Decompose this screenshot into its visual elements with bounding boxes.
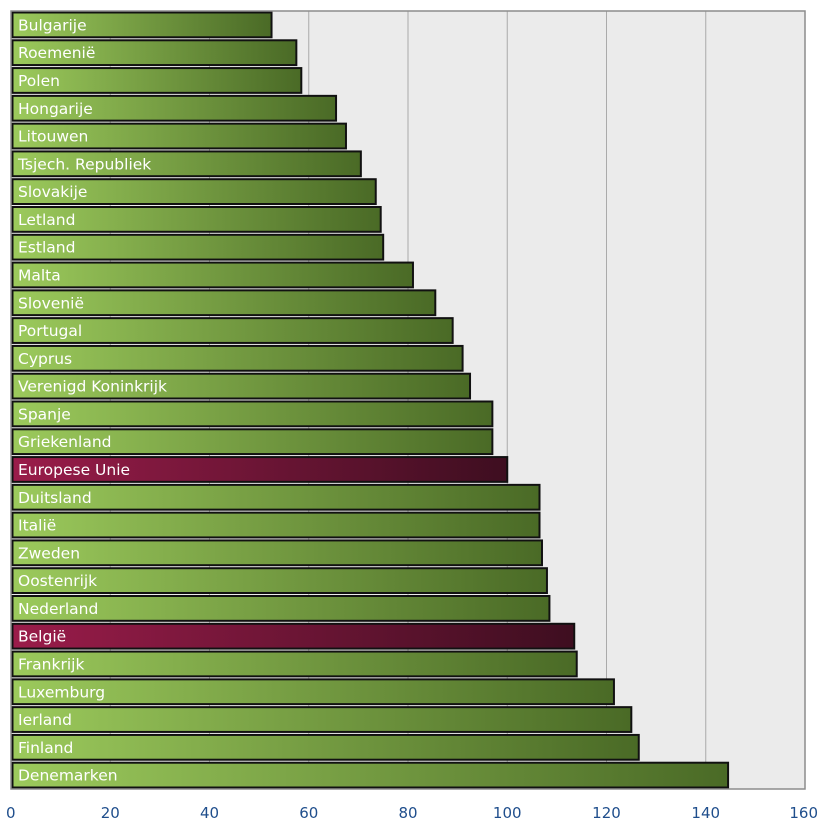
bar-slovenie <box>11 289 437 317</box>
x-tick-label-60: 60 <box>299 804 318 822</box>
bar-label-bulgarije: Bulgarije <box>18 16 87 34</box>
bar-label-hongarije: Hongarije <box>18 100 93 118</box>
bar-label-malta: Malta <box>18 266 61 284</box>
bar-label-oostenrijk: Oostenrijk <box>18 572 97 590</box>
bar-roemenie <box>11 39 298 67</box>
bar-litouwen <box>11 122 347 150</box>
x-tick-label-100: 100 <box>493 804 522 822</box>
bar-frankrijk <box>11 650 578 678</box>
x-tick-label-140: 140 <box>691 804 720 822</box>
bar-label-letland: Letland <box>18 211 75 229</box>
bar-bulgarije <box>11 11 273 39</box>
bar-label-griekenland: Griekenland <box>18 433 111 451</box>
bar-estland <box>11 233 385 261</box>
bar-tsjech-republiek <box>11 150 362 178</box>
bar-portugal <box>11 317 454 344</box>
x-tick-label-80: 80 <box>398 804 417 822</box>
bar-verenigd-koninkrijk <box>11 372 472 400</box>
bar-label-tsjech-republiek: Tsjech. Republiek <box>17 155 151 173</box>
bar-label-duitsland: Duitsland <box>18 489 92 507</box>
bar-label-litouwen: Litouwen <box>18 128 88 146</box>
bar-label-nederland: Nederland <box>18 600 98 618</box>
bar-label-polen: Polen <box>18 72 60 90</box>
bar-label-roemenie: Roemenië <box>18 44 95 62</box>
bar-oostenrijk <box>11 567 548 595</box>
bar-zweden <box>11 539 543 567</box>
bar-nederland <box>11 595 551 622</box>
bar-label-estland: Estland <box>18 239 75 257</box>
x-tick-label-40: 40 <box>200 804 219 822</box>
x-tick-label-20: 20 <box>101 804 120 822</box>
bar-cyprus <box>11 344 464 372</box>
bar-label-cyprus: Cyprus <box>18 350 72 368</box>
bar-duitsland <box>11 483 541 511</box>
bars: Bulgarije Roemenië Polen Hongarije Litouwen T… <box>11 11 730 789</box>
x-axis-ticks: 0 20 40 60 80 100 120 140 160 <box>6 804 818 822</box>
bar-label-verenigd-koninkrijk: Verenigd Koninkrijk <box>18 378 167 396</box>
x-tick-label-160: 160 <box>789 804 818 822</box>
bar-label-denemarken: Denemarken <box>18 767 118 785</box>
bar-finland <box>11 733 640 761</box>
bar-label-slovenie: Slovenië <box>18 294 84 312</box>
bar-polen <box>11 67 303 94</box>
bar-ierland <box>11 706 633 733</box>
bar-luxemburg <box>11 678 615 706</box>
bar-italie <box>11 511 541 539</box>
bar-label-slovakije: Slovakije <box>18 183 87 201</box>
bar-label-portugal: Portugal <box>18 322 82 340</box>
bar-label-europese-unie: Europese Unie <box>18 461 130 479</box>
bar-label-spanje: Spanje <box>18 405 71 423</box>
bar-denemarken <box>11 761 730 789</box>
bar-label-zweden: Zweden <box>18 544 80 562</box>
bar-spanje <box>11 400 494 428</box>
bar-label-luxemburg: Luxemburg <box>18 683 105 701</box>
x-tick-label-0: 0 <box>6 804 16 822</box>
bar-hongarije <box>11 94 338 122</box>
bar-label-finland: Finland <box>18 739 73 757</box>
bar-slovakije <box>11 178 377 205</box>
bar-europese-unie <box>11 456 509 483</box>
bar-belgie <box>11 622 576 650</box>
bar-label-ierland: Ierland <box>18 711 72 729</box>
bar-malta <box>11 261 414 289</box>
plot-frame <box>10 10 806 790</box>
x-tick-label-120: 120 <box>592 804 621 822</box>
bar-label-italie: Italië <box>18 517 56 535</box>
bar-griekenland <box>11 428 494 456</box>
bar-letland <box>11 206 382 233</box>
bar-label-belgie: België <box>18 628 66 646</box>
bar-label-frankrijk: Frankrijk <box>18 655 84 673</box>
